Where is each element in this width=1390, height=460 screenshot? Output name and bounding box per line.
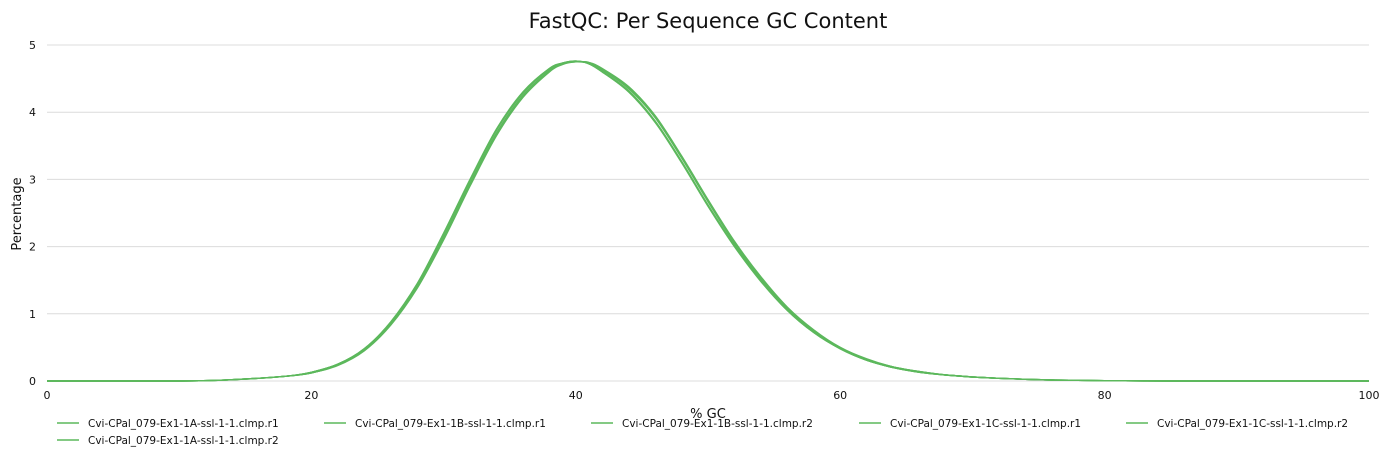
legend-item[interactable]: Cvi-CPal_079-Ex1-1B-ssl-1-1.clmp.r1 xyxy=(324,418,546,430)
legend-label: Cvi-CPal_079-Ex1-1B-ssl-1-1.clmp.r2 xyxy=(622,418,813,430)
legend-item[interactable]: Cvi-CPal_079-Ex1-1B-ssl-1-1.clmp.r2 xyxy=(591,418,813,430)
x-tick-label: 80 xyxy=(1098,389,1112,402)
chart-title: FastQC: Per Sequence GC Content xyxy=(529,9,888,33)
y-tick-label: 0 xyxy=(29,375,36,388)
y-axis-label: Percentage xyxy=(10,177,25,250)
legend-label: Cvi-CPal_079-Ex1-1A-ssl-1-1.clmp.r1 xyxy=(88,418,279,430)
legend-item[interactable]: Cvi-CPal_079-Ex1-1A-ssl-1-1.clmp.r1 xyxy=(57,418,279,430)
legend-label: Cvi-CPal_079-Ex1-1C-ssl-1-1.clmp.r1 xyxy=(890,418,1081,430)
y-tick-label: 2 xyxy=(29,241,36,254)
series-line-5 xyxy=(47,60,1369,382)
x-tick-label: 20 xyxy=(304,389,318,402)
y-tick-label: 3 xyxy=(29,173,36,186)
series-line-2 xyxy=(47,60,1369,382)
legend-label: Cvi-CPal_079-Ex1-1C-ssl-1-1.clmp.r2 xyxy=(1157,418,1348,430)
gridlines xyxy=(47,44,1369,382)
series-line-3 xyxy=(47,61,1369,382)
x-axis-ticks: 0 20 40 60 80 100 xyxy=(44,389,1380,402)
x-tick-label: 100 xyxy=(1359,389,1380,402)
y-tick-label: 4 xyxy=(29,106,36,119)
x-tick-label: 0 xyxy=(44,389,51,402)
legend-item[interactable]: Cvi-CPal_079-Ex1-1C-ssl-1-1.clmp.r1 xyxy=(859,418,1081,430)
y-tick-label: 1 xyxy=(29,308,36,321)
legend-label: Cvi-CPal_079-Ex1-1B-ssl-1-1.clmp.r1 xyxy=(355,418,546,430)
legend-item[interactable]: Cvi-CPal_079-Ex1-1A-ssl-1-1.clmp.r2 xyxy=(57,435,279,447)
series-line-4 xyxy=(47,60,1369,382)
x-axis-label: % GC xyxy=(690,407,726,422)
series-line-1 xyxy=(47,60,1369,382)
legend-label: Cvi-CPal_079-Ex1-1A-ssl-1-1.clmp.r2 xyxy=(88,435,279,447)
legend[interactable]: Cvi-CPal_079-Ex1-1A-ssl-1-1.clmp.r1 Cvi-C… xyxy=(57,418,1348,447)
x-tick-label: 60 xyxy=(833,389,847,402)
y-tick-label: 5 xyxy=(29,39,36,52)
series-line-6 xyxy=(47,60,1369,382)
legend-item[interactable]: Cvi-CPal_079-Ex1-1C-ssl-1-1.clmp.r2 xyxy=(1126,418,1348,430)
x-tick-label: 40 xyxy=(569,389,583,402)
y-axis-ticks: 0 1 2 3 4 5 xyxy=(29,39,36,388)
series-lines xyxy=(47,60,1369,382)
